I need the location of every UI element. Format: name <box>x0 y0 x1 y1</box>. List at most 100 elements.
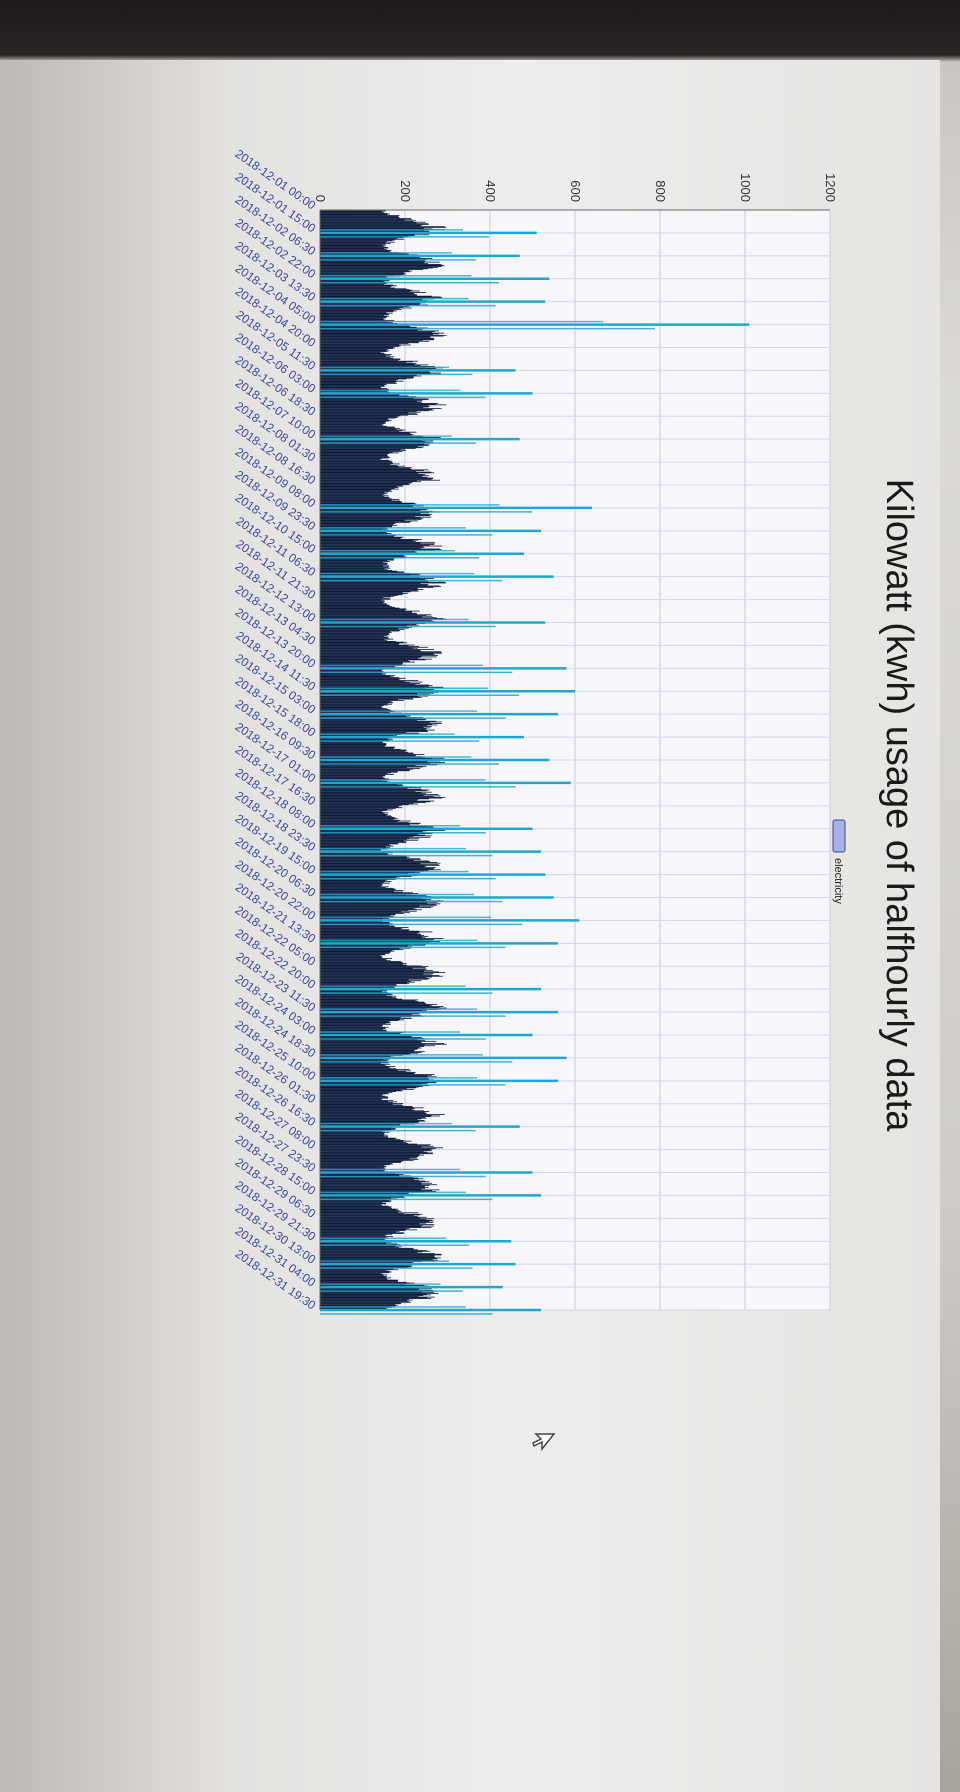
bar <box>320 772 391 774</box>
bar <box>319 927 403 929</box>
bar <box>320 612 417 614</box>
bar <box>320 886 389 888</box>
bar <box>320 1146 422 1148</box>
bar <box>320 423 384 425</box>
bar <box>319 1026 389 1028</box>
bar <box>320 860 429 862</box>
bar <box>319 450 407 452</box>
bar <box>319 561 384 563</box>
bar <box>320 1213 423 1215</box>
bar <box>319 1088 414 1090</box>
bar <box>320 910 417 912</box>
bar <box>320 1188 422 1190</box>
bar <box>320 1075 428 1077</box>
bar <box>320 422 386 423</box>
bar <box>319 269 409 271</box>
bar <box>319 1275 384 1277</box>
bar <box>320 467 411 469</box>
bar <box>320 395 409 397</box>
bar <box>319 761 428 763</box>
bar <box>320 463 400 465</box>
bar <box>319 283 385 285</box>
bar <box>319 883 382 885</box>
bar <box>320 261 440 263</box>
bar <box>319 1042 422 1044</box>
bar <box>320 1140 412 1142</box>
bar <box>319 545 443 547</box>
bar <box>319 597 384 599</box>
bar <box>320 1091 393 1093</box>
bar <box>320 1211 399 1213</box>
bar <box>320 524 397 526</box>
bar <box>320 745 386 747</box>
bar <box>319 1278 388 1280</box>
bar <box>320 334 433 335</box>
bar <box>319 501 402 503</box>
bar <box>320 408 442 409</box>
bar <box>320 452 399 454</box>
bar <box>319 1003 427 1005</box>
bar <box>319 861 431 863</box>
bar <box>319 754 417 756</box>
bar <box>320 701 393 703</box>
bar <box>320 1006 444 1007</box>
bar <box>320 344 411 346</box>
bar <box>320 1049 417 1050</box>
bar <box>320 922 390 924</box>
bar <box>320 834 426 836</box>
bar <box>320 377 413 379</box>
bar <box>320 838 420 840</box>
bar <box>320 679 401 681</box>
bar <box>320 1256 435 1258</box>
bar <box>320 419 392 421</box>
bar <box>320 1297 428 1299</box>
bar <box>320 544 430 546</box>
legend-label: electricity <box>832 858 844 904</box>
bar <box>320 685 433 687</box>
bar <box>319 799 418 801</box>
bar <box>320 1053 411 1055</box>
bar <box>320 453 390 455</box>
bar <box>320 661 415 663</box>
bar <box>319 823 420 825</box>
bar <box>320 859 414 861</box>
bar <box>319 935 429 937</box>
bar <box>320 725 432 727</box>
bar <box>320 1196 405 1198</box>
peak-series <box>320 229 750 1315</box>
bar <box>320 317 387 318</box>
legend-swatch[interactable] <box>832 819 846 853</box>
bar <box>319 1094 383 1095</box>
bar <box>320 719 426 721</box>
bar <box>319 351 381 353</box>
bar <box>319 646 428 648</box>
bar <box>319 267 433 269</box>
bar <box>319 1248 415 1250</box>
bar <box>319 657 419 659</box>
bar <box>320 292 415 294</box>
bar <box>320 280 390 282</box>
bar <box>320 342 420 344</box>
bar <box>319 1055 391 1057</box>
bar <box>320 1236 393 1237</box>
bar <box>319 538 401 540</box>
bar <box>320 876 412 877</box>
bar <box>320 913 404 914</box>
bar <box>320 609 407 610</box>
bar <box>320 810 387 812</box>
bar <box>320 483 409 485</box>
bar <box>319 797 443 799</box>
bar <box>319 269 424 270</box>
bar <box>319 1066 396 1067</box>
bar <box>320 915 391 917</box>
bar <box>320 743 387 745</box>
bar <box>319 1088 407 1090</box>
bar <box>320 485 404 487</box>
bar <box>319 663 404 664</box>
bar <box>319 215 399 217</box>
bar <box>319 974 433 976</box>
bar <box>319 441 425 443</box>
bar <box>319 754 425 755</box>
bar <box>319 1082 437 1084</box>
bar <box>320 963 407 965</box>
